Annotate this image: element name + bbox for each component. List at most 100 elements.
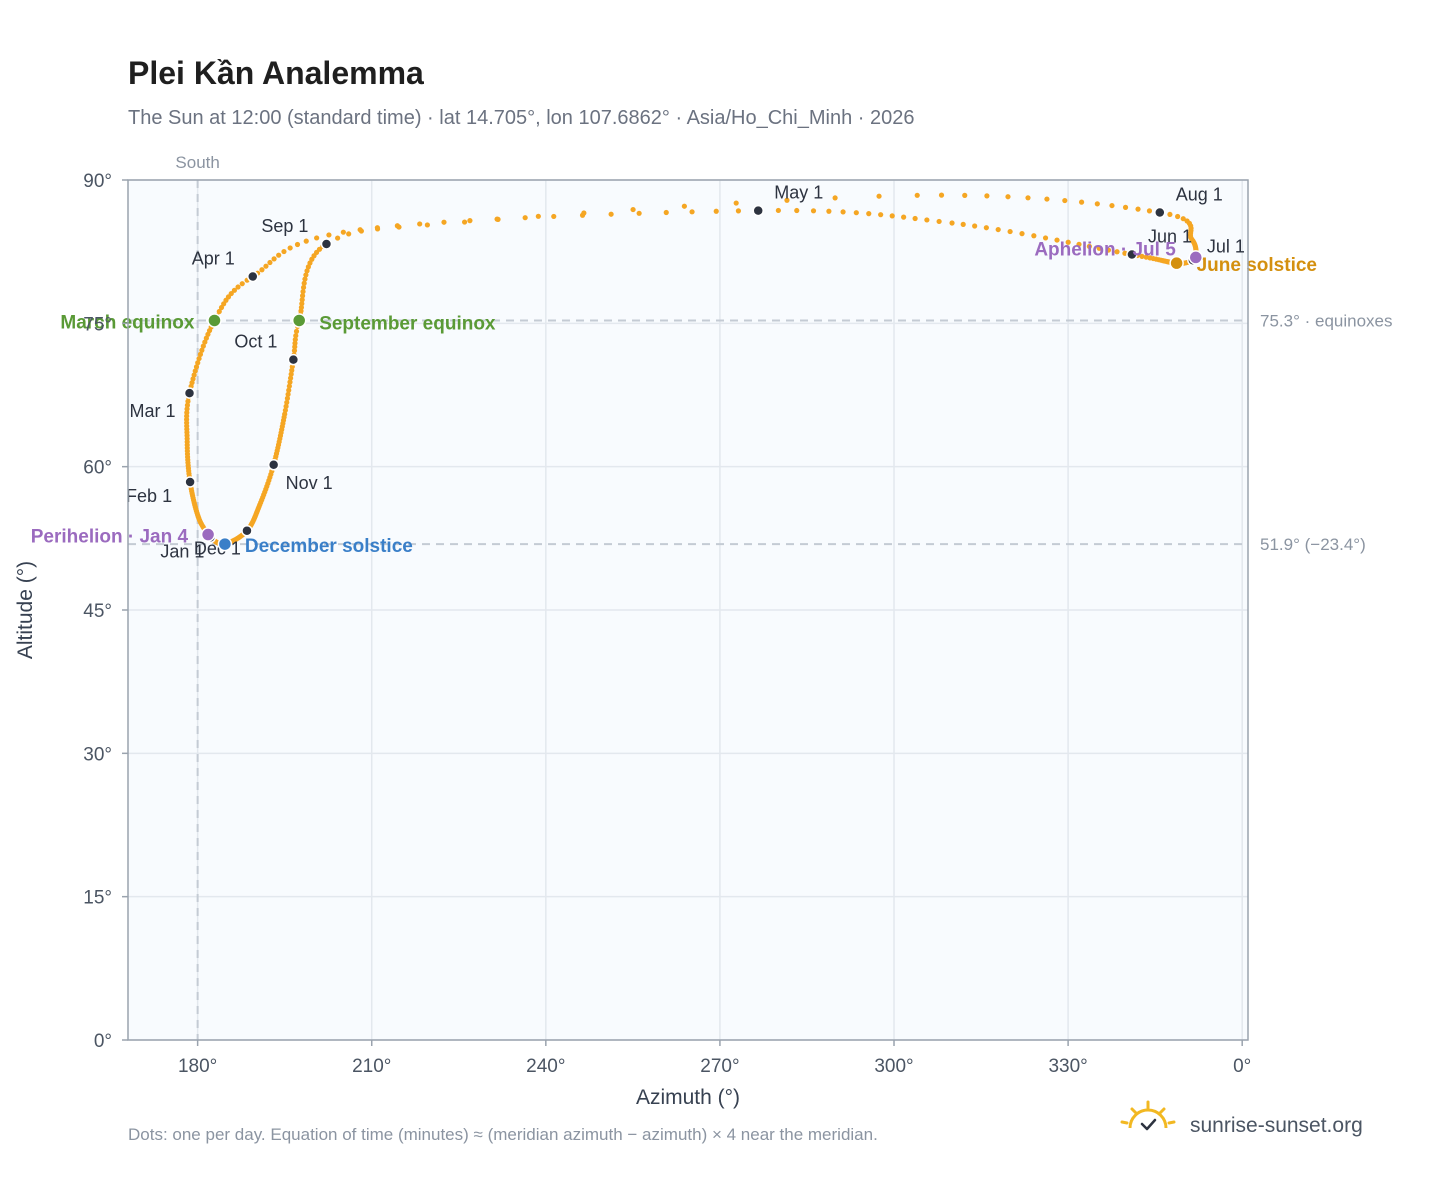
daily-sun-dot xyxy=(358,228,364,234)
daily-sun-dot xyxy=(199,347,205,353)
month-marker-label: Dec 1 xyxy=(194,539,241,559)
daily-sun-dot xyxy=(263,263,269,269)
daily-sun-dot xyxy=(681,203,687,209)
daily-sun-dot xyxy=(326,232,332,238)
daily-sun-dot xyxy=(1025,195,1031,201)
daily-sun-dot xyxy=(461,219,468,225)
daily-sun-dot xyxy=(1062,197,1068,204)
daily-sun-dot xyxy=(784,197,790,203)
daily-sun-dot xyxy=(184,402,191,408)
daily-sun-dot xyxy=(231,287,237,293)
month-marker-dot xyxy=(320,238,333,250)
daily-sun-dot xyxy=(1086,243,1092,249)
daily-sun-dot xyxy=(289,367,295,373)
event-marker-label: December solstice xyxy=(245,536,413,557)
daily-sun-dot xyxy=(889,213,895,219)
month-marker-label: Apr 1 xyxy=(192,249,235,269)
y-axis-title: Altitude (°) xyxy=(14,561,37,659)
daily-sun-dot xyxy=(663,209,669,216)
month-marker-label: Jan 1 xyxy=(160,541,204,561)
daily-sun-dot xyxy=(876,193,882,199)
x-tick-label: 210° xyxy=(352,1056,391,1077)
month-marker-dot xyxy=(752,204,764,217)
reference-lines: South 75.3° · equinoxes 51.9° (−23.4°) xyxy=(128,153,1393,1040)
daily-sun-dot xyxy=(216,308,222,315)
daily-sun-dot xyxy=(733,200,739,206)
daily-sun-dot xyxy=(288,371,294,377)
daily-sun-dot xyxy=(995,226,1001,233)
daily-sun-dot xyxy=(281,248,287,255)
daily-sun-dot xyxy=(1065,239,1071,245)
month-marker-dot xyxy=(184,476,196,488)
event-marker-dot xyxy=(217,536,233,552)
x-tick-label: 300° xyxy=(874,1056,913,1077)
daily-sun-dot xyxy=(832,195,838,201)
daily-sun-dot xyxy=(239,281,245,287)
daily-sun-dot xyxy=(775,207,781,214)
event-marker-dot xyxy=(1169,255,1184,271)
daily-sun-dot xyxy=(1054,237,1060,243)
daily-sun-dot xyxy=(1031,233,1037,239)
daily-sun-dot xyxy=(293,333,299,339)
x-tick-label: 240° xyxy=(526,1056,565,1077)
daily-sun-dot xyxy=(878,212,884,218)
daily-sun-dot xyxy=(340,229,346,235)
daily-sun-dot xyxy=(197,351,204,357)
daily-sun-dot xyxy=(1044,196,1050,202)
event-marker-dot xyxy=(291,313,307,328)
daily-sun-dot xyxy=(1146,208,1153,214)
daily-sun-dot xyxy=(1042,235,1049,241)
daily-sun-dot xyxy=(840,209,846,215)
daily-sun-dot xyxy=(335,235,341,241)
daily-sun-dot xyxy=(284,395,291,401)
daily-sun-dot xyxy=(304,268,310,274)
daily-sun-dot xyxy=(299,293,306,299)
daily-sun-dot xyxy=(200,343,206,349)
daily-sun-dot xyxy=(467,218,473,224)
daily-sun-dot xyxy=(924,217,930,223)
y-tick-label: 15° xyxy=(83,888,112,909)
daily-sun-dot xyxy=(983,225,989,231)
x-tick-label: 330° xyxy=(1048,1056,1087,1077)
event-marker-label: September equinox xyxy=(319,313,496,334)
daily-sun-dot xyxy=(292,344,298,350)
daily-sun-dot xyxy=(866,211,872,217)
daily-sun-dot xyxy=(195,360,201,366)
event-marker-dot xyxy=(1188,250,1204,265)
daily-sun-dot xyxy=(1184,218,1190,224)
daily-sun-dot xyxy=(235,284,241,290)
daily-sun-dot xyxy=(286,383,292,389)
month-marker-label: Feb 1 xyxy=(126,486,172,506)
daily-sun-dot xyxy=(853,210,859,216)
daily-sun-dot xyxy=(636,210,642,216)
month-marker-label: Sep 1 xyxy=(261,216,308,236)
altitude-reference-label: 75.3° · equinoxes xyxy=(1260,311,1393,330)
daily-sun-dot xyxy=(283,403,289,409)
month-marker-dot xyxy=(183,387,196,399)
daily-sun-dot xyxy=(346,231,352,237)
daily-sun-dot xyxy=(287,375,294,381)
chart-subtitle: The Sun at 12:00 (standard time) · lat 1… xyxy=(128,107,914,129)
daily-sun-dot xyxy=(630,206,636,213)
y-tick-label: 0° xyxy=(94,1031,112,1052)
daily-sun-dot xyxy=(495,216,501,222)
daily-sun-dot xyxy=(424,222,430,228)
daily-sun-dot xyxy=(1019,231,1025,237)
daily-sun-dot xyxy=(689,209,695,215)
daily-sun-dot xyxy=(1114,249,1120,255)
y-tick-label: 75° xyxy=(83,314,112,335)
daily-sun-dot xyxy=(299,297,305,303)
month-marker-label: May 1 xyxy=(774,183,823,203)
daily-sun-dot xyxy=(1094,201,1100,207)
daily-sun-dot xyxy=(938,192,945,198)
daily-sun-dot xyxy=(293,328,300,334)
daily-sun-dot xyxy=(912,215,918,222)
daily-sun-dot xyxy=(826,208,832,214)
daily-sun-dot xyxy=(441,219,447,225)
daily-sun-dot xyxy=(713,208,719,214)
daily-sun-dot xyxy=(259,267,265,273)
month-marker-dot xyxy=(241,524,253,537)
y-tick-label: 30° xyxy=(83,744,112,765)
y-tick-label: 60° xyxy=(83,458,112,479)
